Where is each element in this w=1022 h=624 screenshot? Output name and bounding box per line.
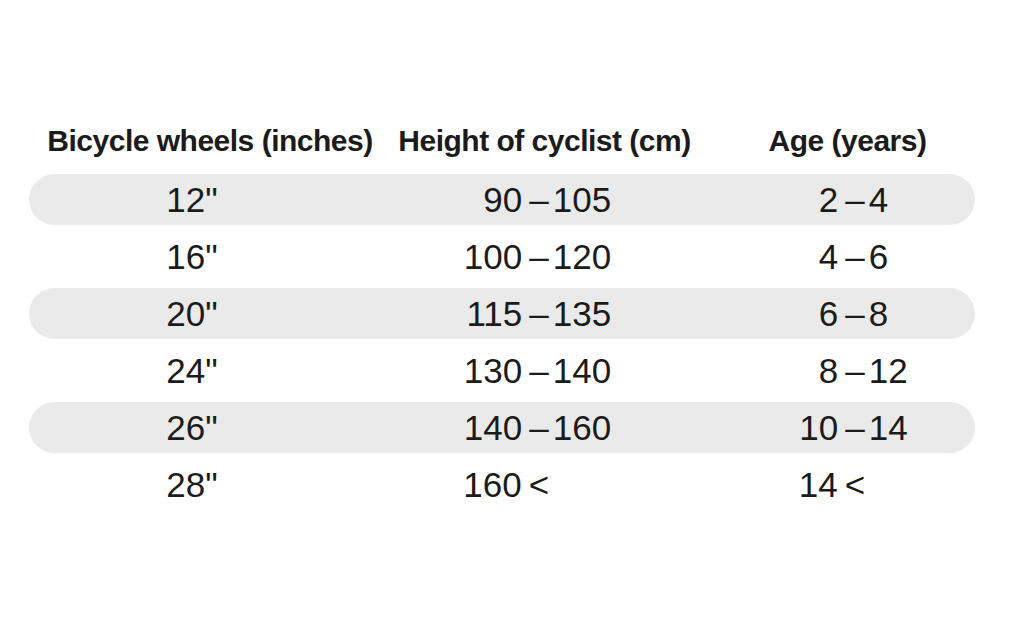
range-low: 130 [460, 351, 522, 391]
range-low: 10 [794, 408, 838, 448]
age-range: 4–6 [700, 237, 975, 277]
age-range: 6–8 [700, 294, 975, 334]
range-separator: – [845, 294, 864, 334]
cell-age-range: 8–12 [700, 351, 975, 391]
range-separator: – [845, 351, 864, 391]
range-low: 4 [794, 237, 838, 277]
column-header-height: Height of cyclist (cm) [375, 124, 700, 158]
range-high: 135 [553, 294, 615, 334]
range-separator: – [529, 408, 548, 448]
range-high: 12 [869, 351, 913, 391]
range-high: 140 [553, 351, 615, 391]
cell-age-range: 10–14 [700, 408, 975, 448]
age-range: 14< [700, 465, 975, 505]
bike-size-table: Bicycle wheels (inches) Height of cyclis… [29, 110, 975, 513]
range-low: 2 [794, 180, 838, 220]
cell-height-range: 140–160 [375, 408, 700, 448]
range-separator: < [529, 465, 549, 505]
cell-wheel-size: 24" [29, 351, 375, 391]
range-separator: – [529, 237, 548, 277]
table-row: 20" 115–135 6–8 [29, 285, 975, 342]
height-range: 130–140 [375, 351, 700, 391]
range-separator: – [845, 408, 864, 448]
table-header-row: Bicycle wheels (inches) Height of cyclis… [29, 110, 975, 171]
cell-height-range: 160< [375, 465, 700, 505]
range-high: 6 [869, 237, 913, 277]
cell-wheel-size: 20" [29, 294, 375, 334]
cell-wheel-size: 16" [29, 237, 375, 277]
cell-wheel-size: 26" [29, 408, 375, 448]
range-high: 120 [553, 237, 615, 277]
column-header-wheels: Bicycle wheels (inches) [29, 124, 375, 158]
range-low: 6 [794, 294, 838, 334]
range-high: 105 [553, 180, 615, 220]
height-range: 90–105 [375, 180, 700, 220]
age-range: 2–4 [700, 180, 975, 220]
range-separator: < [845, 465, 865, 505]
age-range: 10–14 [700, 408, 975, 448]
range-separator: – [529, 351, 548, 391]
range-high: 160 [553, 408, 615, 448]
height-range: 100–120 [375, 237, 700, 277]
cell-height-range: 130–140 [375, 351, 700, 391]
cell-age-range: 6–8 [700, 294, 975, 334]
cell-age-range: 2–4 [700, 180, 975, 220]
range-low: 160 [460, 465, 522, 505]
page-background: Bicycle wheels (inches) Height of cyclis… [0, 0, 1022, 624]
range-low: 115 [460, 294, 522, 334]
range-low: 100 [460, 237, 522, 277]
table-row: 24" 130–140 8–12 [29, 342, 975, 399]
table-row: 28" 160< 14< [29, 456, 975, 513]
range-high: 8 [869, 294, 913, 334]
cell-age-range: 4–6 [700, 237, 975, 277]
range-low: 140 [460, 408, 522, 448]
range-separator: – [529, 180, 548, 220]
range-separator: – [845, 237, 864, 277]
table-row: 12" 90–105 2–4 [29, 171, 975, 228]
height-range: 160< [375, 465, 700, 505]
cell-wheel-size: 12" [29, 180, 375, 220]
cell-wheel-size: 28" [29, 465, 375, 505]
range-low: 8 [794, 351, 838, 391]
table-row: 16" 100–120 4–6 [29, 228, 975, 285]
range-low: 90 [460, 180, 522, 220]
cell-height-range: 90–105 [375, 180, 700, 220]
cell-age-range: 14< [700, 465, 975, 505]
table-row: 26" 140–160 10–14 [29, 399, 975, 456]
age-range: 8–12 [700, 351, 975, 391]
cell-height-range: 115–135 [375, 294, 700, 334]
cell-height-range: 100–120 [375, 237, 700, 277]
range-separator: – [845, 180, 864, 220]
height-range: 115–135 [375, 294, 700, 334]
range-high: 14 [869, 408, 913, 448]
range-separator: – [529, 294, 548, 334]
height-range: 140–160 [375, 408, 700, 448]
range-high: 4 [869, 180, 913, 220]
column-header-age: Age (years) [700, 124, 975, 158]
range-low: 14 [794, 465, 838, 505]
